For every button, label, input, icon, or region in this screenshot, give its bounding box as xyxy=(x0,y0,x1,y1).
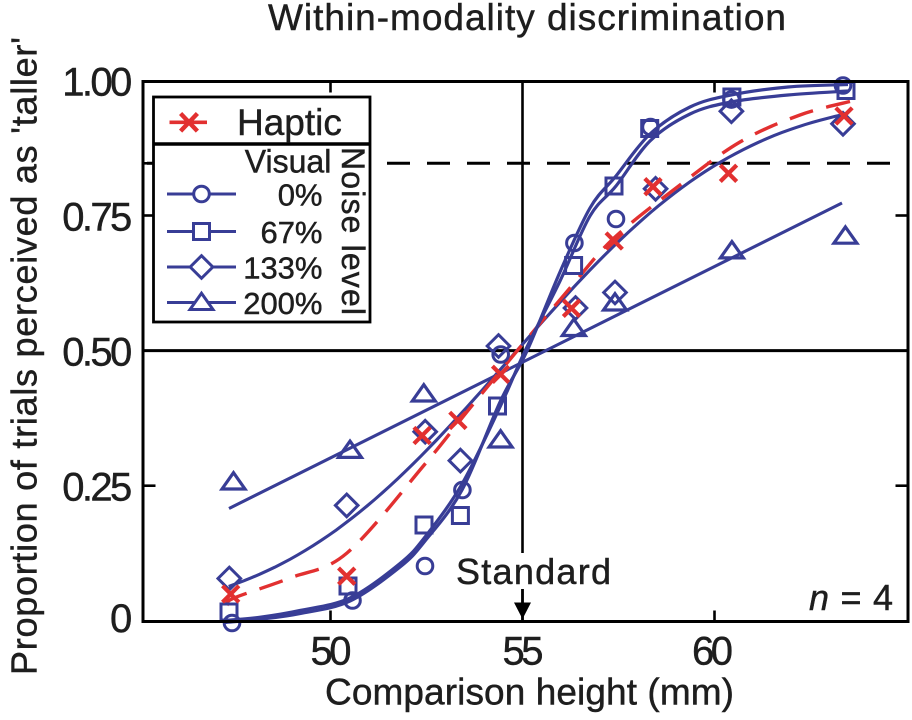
svg-text:Visual: Visual xyxy=(245,143,332,179)
svg-text:n = 4: n = 4 xyxy=(809,577,893,618)
svg-text:Noise level: Noise level xyxy=(335,147,371,315)
svg-text:0.25: 0.25 xyxy=(62,466,132,510)
svg-text:67%: 67% xyxy=(260,215,322,250)
svg-text:0.50: 0.50 xyxy=(62,330,132,374)
svg-text:0.75: 0.75 xyxy=(62,195,132,239)
svg-text:0%: 0% xyxy=(278,178,323,213)
svg-text:0: 0 xyxy=(110,597,132,641)
svg-text:Standard: Standard xyxy=(456,551,611,592)
svg-text:Proportion of trials perceived: Proportion of trials perceived as 'talle… xyxy=(4,37,45,675)
svg-text:1.00: 1.00 xyxy=(62,60,132,104)
svg-text:55: 55 xyxy=(503,629,544,673)
svg-text:Comparison height (mm): Comparison height (mm) xyxy=(325,671,734,712)
svg-text:Within-modality discrimination: Within-modality discrimination xyxy=(268,0,786,38)
svg-text:Haptic: Haptic xyxy=(237,102,342,143)
svg-text:50: 50 xyxy=(311,629,352,673)
svg-text:200%: 200% xyxy=(243,286,322,321)
svg-text:60: 60 xyxy=(692,629,733,673)
svg-text:133%: 133% xyxy=(243,251,322,286)
